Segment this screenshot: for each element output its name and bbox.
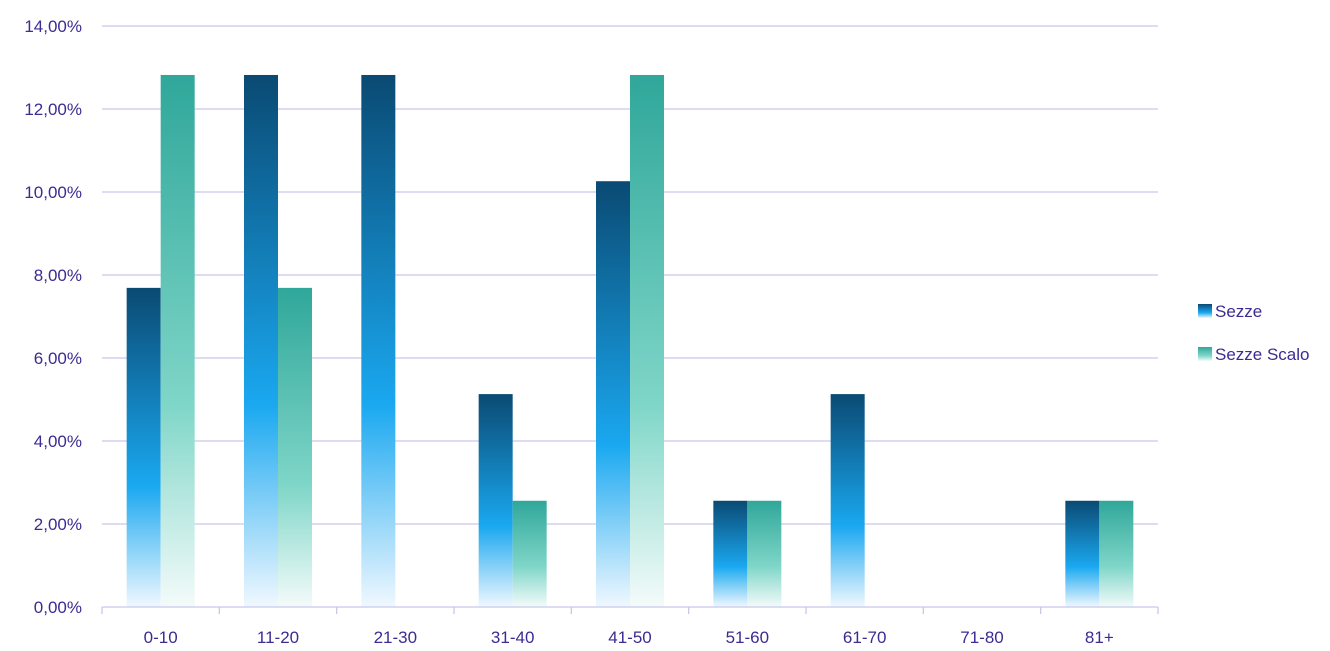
bar-sezze-scalo bbox=[512, 500, 547, 607]
y-axis-ticks: 0,00% 2,00% 4,00% 6,00% 8,00% 10,00% 12,00% 14,… bbox=[24, 17, 82, 617]
bar-sezze bbox=[361, 74, 396, 608]
legend-swatch bbox=[1198, 304, 1212, 318]
bar-sezze bbox=[596, 181, 630, 607]
bar-sezze-scalo bbox=[160, 74, 195, 608]
x-tick-label: 41-50 bbox=[608, 628, 651, 647]
y-tick-label: 6,00% bbox=[34, 349, 82, 368]
x-tick-label: 81+ bbox=[1085, 628, 1114, 647]
y-tick-label: 2,00% bbox=[34, 515, 82, 534]
y-tick-label: 4,00% bbox=[34, 432, 82, 451]
y-tick-label: 14,00% bbox=[24, 17, 82, 36]
x-axis bbox=[101, 606, 1159, 614]
bar-sezze bbox=[244, 74, 278, 608]
bar-sezze bbox=[1065, 500, 1100, 607]
bar-sezze-scalo bbox=[630, 74, 664, 608]
bar-sezze bbox=[713, 500, 748, 607]
x-tick-label: 11-20 bbox=[257, 628, 299, 647]
legend: Sezze Sezze Scalo bbox=[1198, 302, 1310, 364]
x-axis-ticks: 0-10 11-20 21-30 31-40 41-50 51-60 61-70 71-80 8… bbox=[144, 628, 1114, 647]
x-tick-label: 0-10 bbox=[144, 628, 178, 647]
x-tick-label: 21-30 bbox=[374, 628, 417, 647]
bar-sezze bbox=[478, 394, 513, 607]
x-tick-label: 51-60 bbox=[726, 628, 769, 647]
bar-sezze-scalo bbox=[278, 287, 312, 607]
x-tick-label: 71-80 bbox=[960, 628, 1003, 647]
legend-label: Sezze Scalo bbox=[1215, 345, 1310, 364]
legend-swatch bbox=[1198, 347, 1212, 361]
bar-sezze bbox=[830, 394, 865, 607]
y-tick-label: 12,00% bbox=[24, 100, 82, 119]
bar-sezze-scalo bbox=[1099, 500, 1134, 607]
legend-label: Sezze bbox=[1215, 302, 1262, 321]
bar-sezze bbox=[126, 287, 161, 607]
y-tick-label: 8,00% bbox=[34, 266, 82, 285]
bars bbox=[126, 74, 1134, 608]
bar-sezze-scalo bbox=[747, 500, 782, 607]
y-tick-label: 10,00% bbox=[24, 183, 82, 202]
x-tick-label: 31-40 bbox=[491, 628, 534, 647]
y-tick-label: 0,00% bbox=[34, 598, 82, 617]
x-tick-label: 61-70 bbox=[843, 628, 886, 647]
